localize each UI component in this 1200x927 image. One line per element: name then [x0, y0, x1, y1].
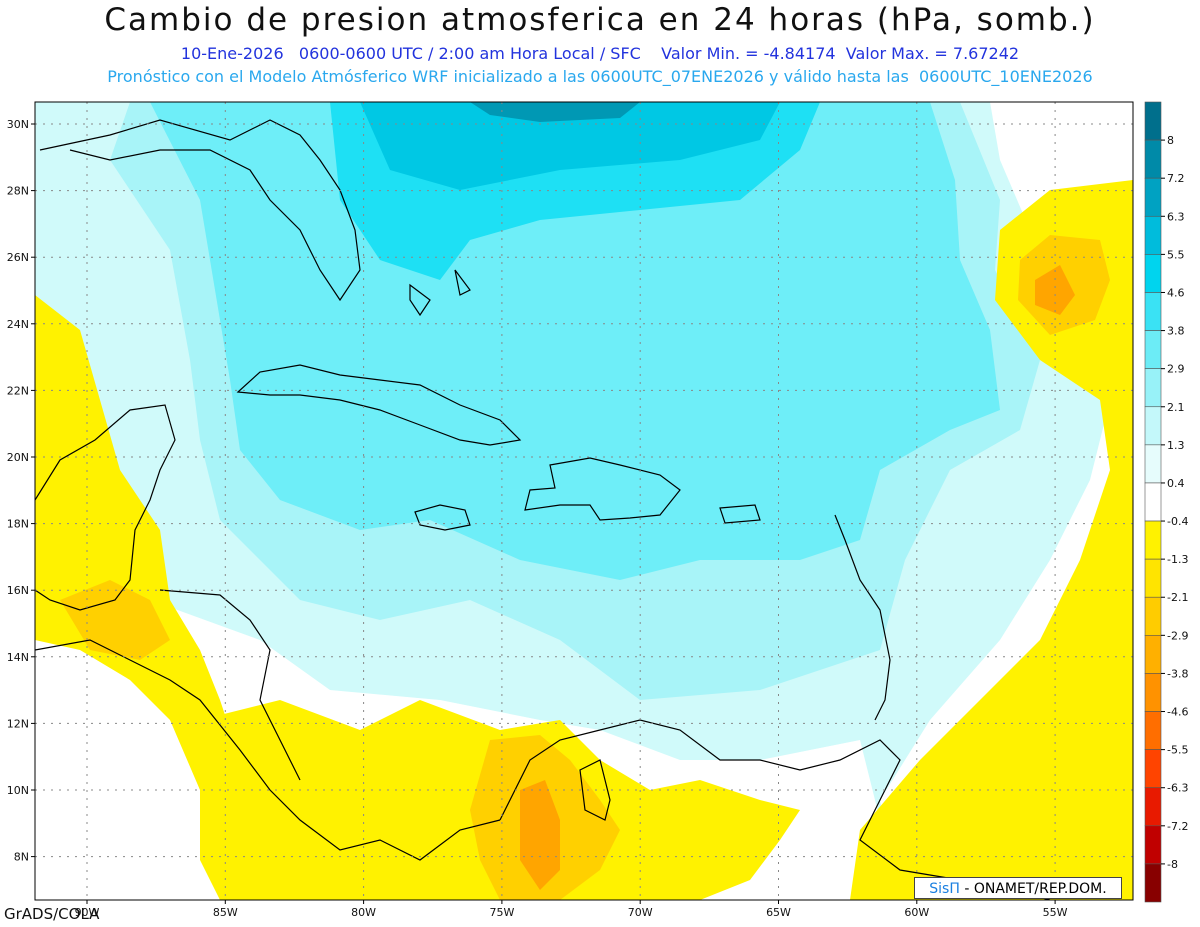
colorbar-label: -8 [1167, 858, 1178, 871]
colorbar-label: 0.4 [1167, 477, 1185, 490]
colorbar-label: -7.2 [1167, 820, 1188, 833]
colorbar-swatch [1144, 215, 1162, 255]
grid-lines [35, 102, 1133, 900]
colorbar-swatch [1144, 711, 1162, 750]
coast-bahamas1 [409, 283, 431, 317]
colorbar-label: 3.8 [1167, 325, 1185, 338]
colorbar-label: 5.5 [1167, 248, 1185, 261]
lon-label: 65W [766, 906, 791, 919]
colorbar-swatch [1144, 635, 1162, 674]
min-value: Valor Min. = -4.84174 [661, 44, 836, 63]
lat-label: 14N [7, 651, 29, 664]
colorbar-label: -0.4 [1167, 515, 1188, 528]
coast-cuba [236, 364, 522, 446]
colorbar-swatch [1144, 101, 1162, 141]
colorbar: 8 7.2 6.3 5.5 4.6 3.8 2.9 2.1 1.3 0.4 -0.4 -1.3 -2.1… [1144, 101, 1188, 903]
colorbar-swatch [1144, 292, 1162, 331]
colorbar-label: 4.6 [1167, 286, 1185, 299]
lon-label: 75W [489, 906, 514, 919]
colorbar-swatch [1144, 673, 1162, 712]
lat-label: 20N [7, 451, 29, 464]
colorbar-swatch [1144, 558, 1162, 598]
colorbar-label: -2.1 [1167, 591, 1188, 604]
field-pos6 [470, 102, 640, 122]
coast-central-america [35, 639, 501, 861]
colorbar-label: 2.9 [1167, 363, 1185, 376]
subtitle-time: 0600-0600 UTC / 2:00 am Hora Local / SFC [298, 44, 641, 63]
coast-lesser-antilles [834, 514, 891, 721]
colorbar-label: 6.3 [1167, 210, 1185, 223]
colorbar-label: 8 [1167, 134, 1174, 147]
colorbar-swatch [1144, 444, 1162, 484]
field-neg-west [35, 295, 240, 790]
colorbar-swatch [1144, 139, 1162, 179]
subtitle-date: 10-Ene-2026 [180, 44, 284, 63]
colorbar-label: 2.1 [1167, 401, 1185, 414]
coast-bahamas2 [454, 269, 471, 296]
model-info-line: Pronóstico con el Modelo Atmósferico WRF… [107, 67, 1093, 86]
coast-maracaibo [579, 759, 611, 821]
field-neg-east [850, 180, 1133, 900]
lon-label: 60W [904, 906, 929, 919]
lat-label: 18N [7, 518, 29, 531]
lon-label: 55W [1043, 906, 1068, 919]
coastlines [35, 119, 1051, 900]
lon-label: 90W [75, 906, 100, 919]
credit-text: - ONAMET/REP.DOM. [959, 881, 1107, 897]
colorbar-label: -5.5 [1167, 744, 1188, 757]
colorbar-swatch [1144, 482, 1162, 522]
lat-label: 16N [7, 584, 29, 597]
shaded-field [35, 102, 1133, 900]
lat-label: 22N [7, 384, 29, 397]
colorbar-label: 1.3 [1167, 439, 1185, 452]
lon-label: 85W [213, 906, 238, 919]
colorbar-swatch [1144, 863, 1162, 903]
colorbar-swatch [1144, 787, 1162, 827]
colorbar-label: -3.8 [1167, 667, 1188, 680]
colorbar-swatch [1144, 825, 1162, 865]
colorbar-label: -6.3 [1167, 782, 1188, 795]
coast-yucatan [35, 404, 176, 611]
lat-label: 30N [7, 118, 29, 131]
colorbar-swatch [1144, 406, 1162, 446]
colorbar-swatch [1144, 368, 1162, 408]
colorbar-swatch [1144, 596, 1162, 636]
map-frame [34, 101, 1134, 901]
coast-puerto-rico [719, 504, 761, 524]
map-title: Cambio de presion atmosferica en 24 hora… [104, 2, 1096, 38]
lat-label: 26N [7, 251, 29, 264]
coast-hispaniola [524, 457, 681, 521]
lon-label: 70W [628, 906, 653, 919]
coast-central-pacific [159, 589, 301, 781]
colorbar-label: -4.6 [1167, 706, 1188, 719]
colorbar-swatch [1144, 520, 1162, 560]
lat-label: 28N [7, 185, 29, 198]
colorbar-swatch [1144, 254, 1162, 293]
coast-florida [39, 119, 361, 302]
lat-label: 12N [7, 717, 29, 730]
colorbar-swatch [1144, 177, 1162, 217]
lat-label: 24N [7, 318, 29, 331]
lon-label: 80W [351, 906, 376, 919]
footer-label: GrADS/COLA [4, 905, 100, 923]
max-value: Valor Max. = 7.67242 [845, 44, 1020, 63]
coast-south-america [499, 719, 1051, 900]
axis-labels: 30N 28N 26N 24N 22N 20N 18N 16N 14N 12N 10N 8N 90W 85… [7, 118, 1068, 919]
brand-logo: SisΠ [929, 881, 960, 897]
colorbar-label: 7.2 [1167, 172, 1185, 185]
credit-box: SisΠ - ONAMET/REP.DOM. [914, 877, 1122, 899]
lat-label: 8N [14, 851, 29, 864]
colorbar-swatch [1144, 749, 1162, 789]
field-neg-south3 [520, 780, 560, 890]
field-neg-east3 [1035, 265, 1075, 315]
lat-label: 10N [7, 784, 29, 797]
coast-jamaica [414, 504, 471, 531]
date-time-line: 10-Ene-2026 0600-0600 UTC / 2:00 am Hora… [0, 44, 1200, 63]
colorbar-label: -2.9 [1167, 629, 1188, 642]
colorbar-label: -1.3 [1167, 553, 1188, 566]
colorbar-swatch [1144, 330, 1162, 369]
